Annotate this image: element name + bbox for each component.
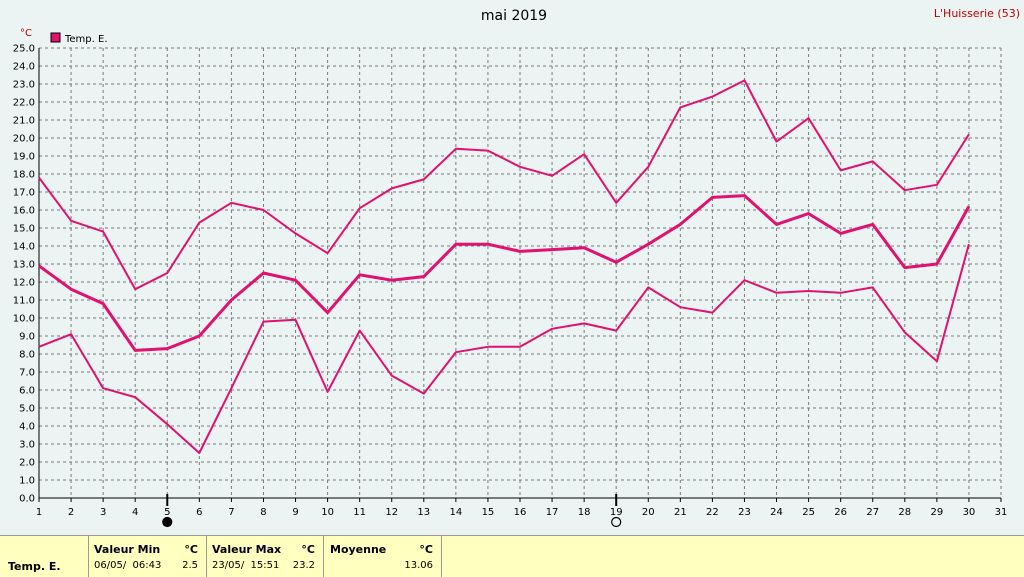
x-tick-label: 25 — [802, 507, 815, 518]
x-tick-label: 6 — [196, 507, 202, 518]
y-tick-label: 0.0 — [19, 494, 35, 505]
x-tick-label: 5 — [164, 507, 170, 518]
x-tick-label: 7 — [228, 507, 234, 518]
grid — [39, 47, 1002, 498]
x-tick-label: 14 — [449, 507, 462, 518]
x-tick-label: 23 — [738, 507, 751, 518]
x-tick-label: 24 — [770, 507, 783, 518]
x-tick-label: 31 — [995, 507, 1008, 518]
x-tick-label: 28 — [898, 507, 911, 518]
x-tick-label: 11 — [353, 507, 366, 518]
y-tick-label: 14.0 — [13, 242, 35, 253]
x-tick-label: 26 — [834, 507, 847, 518]
temperature-chart: mai 2019 L'Huisserie (53) °C Temp. E. 0.… — [13, 7, 1020, 528]
y-tick-label: 16.0 — [13, 206, 35, 217]
x-tick-label: 21 — [674, 507, 687, 518]
series-line-min — [38, 243, 970, 454]
x-tick-label: 10 — [321, 507, 334, 518]
legend-label: Temp. E. — [64, 34, 108, 45]
avg-value: 13.06 — [404, 560, 433, 571]
y-tick-label: 20.0 — [13, 134, 35, 145]
x-tick-label: 17 — [546, 507, 559, 518]
stats-series-label: Temp. E. — [8, 560, 61, 573]
stats-min-cell: Valeur Min °C 06/05/ 06:43 2.5 — [89, 536, 207, 577]
x-tick-label: 9 — [292, 507, 298, 518]
y-tick-label: 10.0 — [13, 314, 35, 325]
min-header: Valeur Min — [94, 543, 161, 556]
moon-phases — [162, 494, 622, 528]
x-tick-label: 29 — [930, 507, 943, 518]
y-tick-label: 15.0 — [13, 224, 35, 235]
x-tick-label: 22 — [706, 507, 719, 518]
axes: 0.01.02.03.04.05.06.07.08.09.010.011.012… — [13, 44, 1008, 519]
y-tick-label: 19.0 — [13, 152, 35, 163]
stats-label-cell: Temp. E. — [0, 536, 89, 577]
y-tick-label: 4.0 — [19, 422, 35, 433]
stats-empty-cell — [442, 536, 1024, 577]
y-tick-label: 3.0 — [19, 440, 35, 451]
x-tick-label: 16 — [514, 507, 527, 518]
y-axis-unit: °C — [20, 28, 32, 39]
y-tick-label: 23.0 — [13, 80, 35, 91]
y-tick-label: 13.0 — [13, 260, 35, 271]
x-tick-label: 3 — [100, 507, 106, 518]
x-tick-label: 19 — [610, 507, 623, 518]
x-tick-label: 12 — [385, 507, 398, 518]
x-tick-label: 4 — [132, 507, 138, 518]
series-line-mean — [38, 194, 971, 352]
min-unit: °C — [184, 543, 198, 556]
x-tick-label: 15 — [482, 507, 495, 518]
y-tick-label: 5.0 — [19, 404, 35, 415]
y-tick-label: 25.0 — [13, 44, 35, 55]
max-date: 23/05/ 15:51 — [212, 560, 280, 571]
new-moon-icon — [162, 516, 173, 528]
x-tick-label: 8 — [260, 507, 266, 518]
legend-swatch — [50, 32, 61, 43]
y-tick-label: 22.0 — [13, 98, 35, 109]
statistics-bar: Temp. E. Valeur Min °C 06/05/ 06:43 2.5 … — [0, 535, 1024, 577]
max-header: Valeur Max — [212, 543, 282, 556]
avg-header: Moyenne — [330, 543, 387, 556]
y-tick-label: 24.0 — [13, 62, 35, 73]
y-tick-label: 1.0 — [19, 476, 35, 487]
x-tick-label: 1 — [36, 507, 42, 518]
series-line-max — [38, 79, 970, 291]
x-tick-label: 27 — [866, 507, 879, 518]
y-tick-label: 12.0 — [13, 278, 35, 289]
x-tick-label: 30 — [963, 507, 976, 518]
y-tick-label: 17.0 — [13, 188, 35, 199]
y-tick-label: 9.0 — [19, 332, 35, 343]
min-value: 2.5 — [182, 560, 198, 571]
series-lines — [38, 79, 971, 454]
y-tick-label: 2.0 — [19, 458, 35, 469]
y-tick-label: 11.0 — [13, 296, 35, 307]
y-tick-label: 8.0 — [19, 350, 35, 361]
full-moon-icon — [611, 516, 622, 528]
stats-avg-cell: Moyenne °C 13.06 — [324, 536, 442, 577]
chart-title: mai 2019 — [481, 8, 547, 24]
x-tick-label: 18 — [578, 507, 591, 518]
x-tick-label: 2 — [68, 507, 74, 518]
y-tick-label: 7.0 — [19, 368, 35, 379]
stats-max-cell: Valeur Max °C 23/05/ 15:51 23.2 — [207, 536, 324, 577]
x-tick-label: 13 — [417, 507, 430, 518]
x-tick-label: 20 — [642, 507, 655, 518]
max-value: 23.2 — [292, 560, 315, 571]
location-label: L'Huisserie (53) — [934, 7, 1020, 20]
y-tick-label: 18.0 — [13, 170, 35, 181]
avg-unit: °C — [419, 543, 433, 556]
max-unit: °C — [301, 543, 315, 556]
y-tick-label: 21.0 — [13, 116, 35, 127]
min-date: 06/05/ 06:43 — [94, 560, 162, 571]
y-tick-label: 6.0 — [19, 386, 35, 397]
